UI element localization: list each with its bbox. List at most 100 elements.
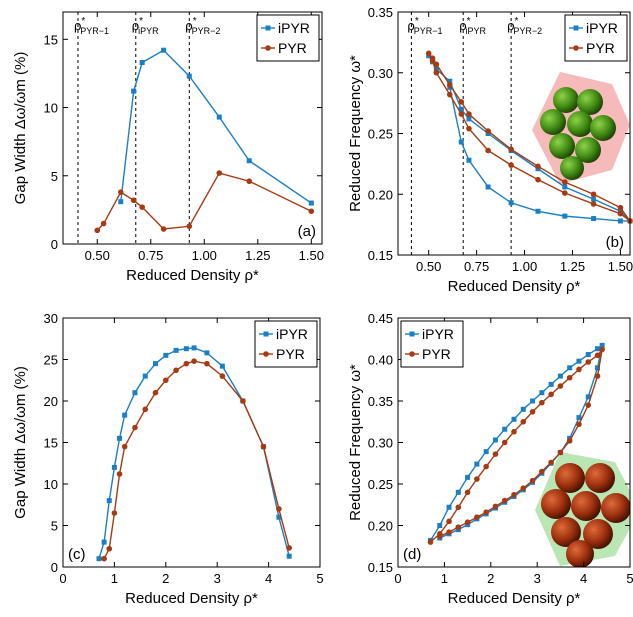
marker — [464, 489, 471, 496]
annotation-sub: PYR−2 — [192, 26, 221, 36]
marker — [483, 463, 489, 470]
marker — [529, 408, 536, 415]
annotation-sub: PYR−2 — [513, 26, 542, 36]
x-tick-label: 1 — [441, 571, 448, 586]
marker — [219, 373, 226, 379]
legend-label: iPYR — [276, 326, 308, 342]
annotation-label: ρ* PYR−1 — [74, 16, 109, 36]
y-tick-label: 10 — [44, 101, 58, 116]
inset-d — [535, 452, 630, 567]
marker — [511, 428, 517, 435]
marker — [562, 179, 568, 185]
marker — [118, 199, 124, 205]
annotation-sup: * — [193, 16, 197, 27]
annotation-label: ρ* iPYR — [459, 16, 486, 36]
marker — [111, 510, 118, 516]
marker — [117, 189, 124, 195]
marker — [152, 389, 159, 396]
marker — [121, 443, 128, 450]
marker — [425, 50, 432, 57]
annotation-label: ρ* PYR−2 — [507, 16, 542, 36]
sphere — [555, 463, 585, 493]
marker — [246, 178, 253, 185]
marker — [535, 176, 541, 183]
marker — [591, 216, 597, 222]
sphere — [601, 493, 630, 523]
y-tick-label: 30 — [44, 311, 58, 326]
legend-label: PYR — [422, 346, 451, 362]
sphere — [575, 137, 601, 163]
marker — [585, 359, 592, 365]
marker — [216, 114, 222, 120]
marker — [139, 59, 145, 65]
marker — [576, 421, 582, 428]
axes-frame — [62, 317, 321, 568]
marker — [617, 210, 624, 217]
marker — [160, 226, 167, 232]
x-tick-label: 1.25 — [245, 248, 270, 263]
panel-label: (b) — [606, 234, 624, 251]
marker — [191, 345, 197, 351]
marker — [433, 66, 439, 72]
marker — [186, 223, 193, 230]
marker — [186, 73, 192, 79]
y-tick-label: 15 — [44, 436, 58, 451]
legend-label: iPYR — [278, 20, 310, 36]
marker — [585, 394, 591, 400]
marker — [530, 398, 536, 404]
marker — [585, 402, 592, 408]
y-axis-label: Reduced Frequency ω* — [347, 364, 364, 521]
marker — [446, 529, 452, 535]
marker — [429, 57, 436, 64]
marker — [132, 424, 138, 431]
marker — [447, 78, 453, 84]
marker — [617, 204, 624, 211]
annotation-sup: * — [515, 16, 519, 27]
marker — [446, 518, 452, 525]
marker — [483, 509, 489, 516]
marker — [599, 346, 605, 353]
annotation-symbol: ρ — [507, 18, 514, 33]
x-tick-label: 1 — [111, 571, 118, 586]
legend-marker — [409, 331, 415, 337]
x-tick-label: 1.50 — [299, 248, 324, 263]
marker — [492, 437, 498, 443]
marker — [122, 412, 128, 418]
sphere — [567, 111, 593, 137]
marker — [594, 373, 601, 379]
marker — [458, 111, 465, 117]
annotation-label: ρ* PYR−2 — [185, 16, 220, 36]
x-axis-label: Reduced Density ρ* — [125, 590, 258, 607]
legend-marker — [573, 45, 579, 51]
series-line — [428, 55, 632, 222]
marker — [557, 449, 564, 456]
panel-label: (a) — [298, 223, 316, 240]
marker — [529, 477, 536, 484]
x-axis-label: Reduced Density ρ* — [126, 267, 259, 284]
legend-marker — [263, 331, 269, 337]
marker — [520, 485, 527, 491]
x-tick-label: 3 — [534, 571, 541, 586]
x-tick-label: 3 — [214, 571, 221, 586]
legend-marker — [573, 25, 579, 31]
marker — [508, 200, 514, 206]
y-tick-label: 5 — [51, 169, 58, 184]
marker — [101, 539, 107, 545]
marker — [539, 399, 545, 406]
marker — [455, 489, 461, 495]
legend-box — [254, 320, 318, 368]
sphere — [541, 489, 571, 519]
legend-box — [256, 14, 320, 62]
x-tick-label: 5 — [316, 571, 323, 586]
annotation-symbol: ρ — [74, 18, 81, 33]
marker — [308, 208, 315, 215]
marker — [173, 347, 179, 353]
marker — [433, 61, 440, 68]
marker — [511, 416, 517, 422]
marker — [474, 461, 480, 467]
series-line — [96, 172, 312, 231]
marker — [508, 146, 514, 153]
y-tick-label: 0.15 — [368, 248, 393, 263]
sphere — [553, 87, 579, 113]
